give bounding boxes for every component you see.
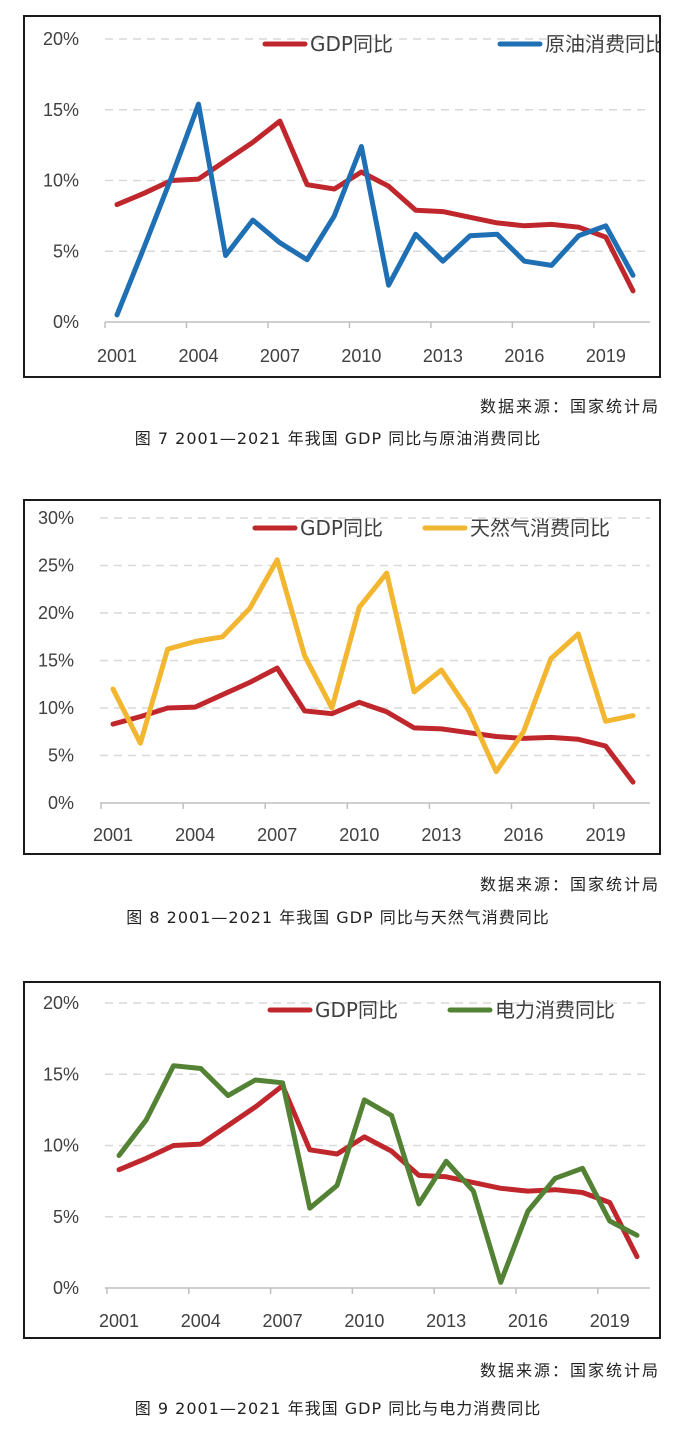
legend-label: GDP同比 — [315, 998, 398, 1022]
legend-label: 原油消费同比 — [545, 32, 659, 56]
series-line-consumption — [116, 1063, 640, 1285]
y-tick-label: 5% — [53, 241, 79, 261]
y-tick-label: 5% — [48, 746, 74, 766]
chart-8-caption: 图 8 2001—2021 年我国 GDP 同比与天然气消费同比 — [126, 908, 550, 927]
chart-8: 0% 5% 10% 15% 20% 25% 30% 2001 2004 2007 2010 2013 2… — [38, 508, 650, 845]
legend-label: GDP同比 — [300, 516, 383, 540]
chart-9: 0% 5% 10% 15% 20% 2001 2004 2007 2010 2013 2016 201… — [43, 993, 650, 1331]
chart-8-source: 数据来源：国家统计局 — [479, 875, 660, 894]
x-tick-label: 2001 — [93, 825, 133, 845]
y-tick-label: 10% — [43, 1136, 79, 1156]
y-tick-label: 5% — [53, 1207, 79, 1227]
series-line-gdp — [116, 1083, 640, 1260]
y-tick-label: 10% — [43, 171, 79, 191]
chart-9-source: 数据来源：国家统计局 — [479, 1361, 660, 1380]
chart-7-caption: 图 7 2001—2021 年我国 GDP 同比与原油消费同比 — [134, 429, 542, 448]
x-tick-label: 2001 — [99, 1311, 139, 1331]
y-tick-label: 30% — [38, 508, 74, 528]
x-tick-label: 2019 — [586, 346, 626, 366]
y-tick-label: 0% — [48, 793, 74, 813]
y-tick-label: 25% — [38, 556, 74, 576]
chart-7: 0% 5% 10% 15% 20% 2001 2004 2007 2010 2013 2016 201… — [43, 29, 659, 366]
series-line-consumption — [110, 557, 636, 775]
x-tick-label: 2010 — [339, 825, 379, 845]
x-tick-label: 2007 — [260, 346, 300, 366]
chart-9-caption: 图 9 2001—2021 年我国 GDP 同比与电力消费同比 — [134, 1399, 542, 1418]
x-tick-label: 2019 — [590, 1311, 630, 1331]
y-tick-label: 20% — [38, 603, 74, 623]
y-tick-label: 20% — [43, 29, 79, 49]
x-tick-label: 2013 — [421, 825, 461, 845]
series-line-consumption — [114, 101, 636, 318]
chart-7-source: 数据来源：国家统计局 — [479, 397, 660, 416]
series-line-gdp — [110, 665, 636, 785]
x-tick-label: 2010 — [341, 346, 381, 366]
legend-label: 天然气消费同比 — [470, 516, 610, 540]
x-tick-label: 2004 — [181, 1311, 221, 1331]
y-tick-label: 0% — [53, 312, 79, 332]
x-tick-label: 2007 — [263, 1311, 303, 1331]
x-tick-label: 2001 — [97, 346, 137, 366]
y-tick-label: 15% — [43, 1064, 79, 1084]
chart-7-frame: 0% 5% 10% 15% 20% 2001 2004 2007 2010 2013 2016 201… — [23, 15, 661, 378]
x-tick-label: 2016 — [504, 346, 544, 366]
y-tick-label: 10% — [38, 698, 74, 718]
x-tick-label: 2004 — [175, 825, 215, 845]
x-tick-label: 2007 — [257, 825, 297, 845]
legend-label: GDP同比 — [310, 32, 393, 56]
x-tick-label: 2013 — [423, 346, 463, 366]
x-tick-label: 2004 — [178, 346, 218, 366]
chart-8-frame: 0% 5% 10% 15% 20% 25% 30% 2001 2004 2007 2010 2013 2… — [23, 499, 661, 855]
x-tick-label: 2010 — [344, 1311, 384, 1331]
series-line-gdp — [114, 118, 636, 294]
x-tick-label: 2016 — [504, 825, 544, 845]
y-tick-label: 20% — [43, 993, 79, 1013]
legend-label: 电力消费同比 — [495, 998, 615, 1022]
x-tick-label: 2016 — [508, 1311, 548, 1331]
x-tick-label: 2019 — [586, 825, 626, 845]
y-tick-label: 0% — [53, 1278, 79, 1298]
y-tick-label: 15% — [38, 651, 74, 671]
x-tick-label: 2013 — [426, 1311, 466, 1331]
y-tick-label: 15% — [43, 100, 79, 120]
chart-9-frame: 0% 5% 10% 15% 20% 2001 2004 2007 2010 2013 2016 201… — [23, 981, 661, 1339]
